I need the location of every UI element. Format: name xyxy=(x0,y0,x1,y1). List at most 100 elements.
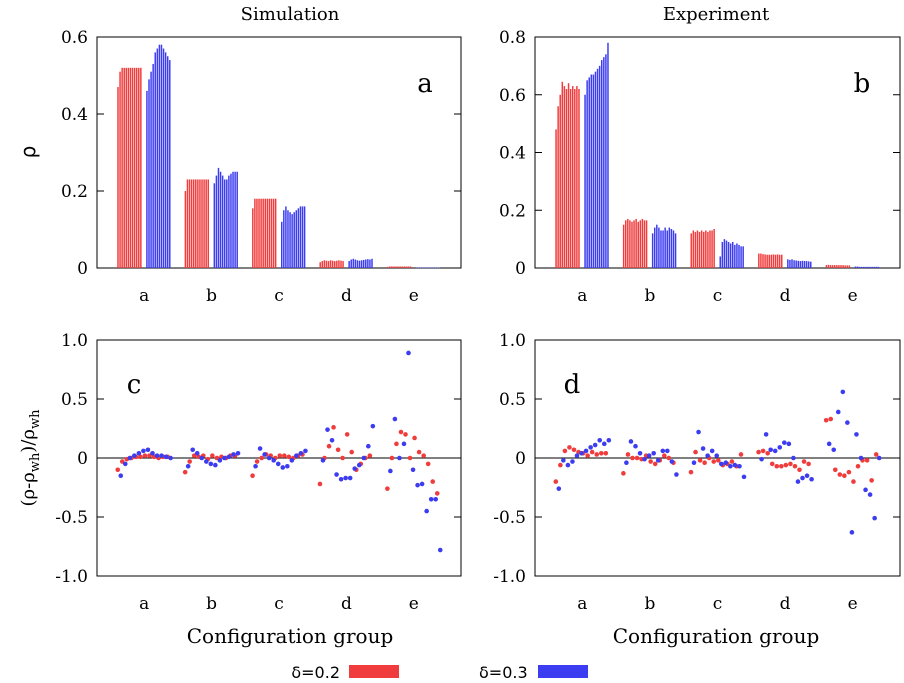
point xyxy=(282,453,287,458)
bar xyxy=(369,259,371,268)
x-tick-label: e xyxy=(409,594,419,614)
point xyxy=(185,463,191,469)
point xyxy=(624,460,629,466)
bar xyxy=(557,106,559,268)
point xyxy=(723,460,729,466)
point xyxy=(407,455,413,461)
legend-swatch-delta03 xyxy=(538,665,588,678)
point xyxy=(344,432,350,437)
point xyxy=(642,456,647,462)
bottom-ylabel-sub2: wh xyxy=(28,409,43,429)
point xyxy=(846,469,852,475)
bar xyxy=(166,56,169,268)
point xyxy=(592,442,598,448)
point xyxy=(385,486,390,491)
xlabel-right: Configuration group xyxy=(613,624,820,648)
bar xyxy=(842,265,844,268)
chart-title-experiment: Experiment xyxy=(663,4,770,25)
point xyxy=(837,472,843,477)
point xyxy=(691,460,697,466)
bar xyxy=(362,259,365,268)
point xyxy=(715,458,721,463)
point xyxy=(774,463,780,469)
point xyxy=(869,478,874,483)
bar xyxy=(325,260,328,268)
y-tick-label: -0.5 xyxy=(493,508,526,528)
point xyxy=(709,448,715,454)
bar xyxy=(268,198,271,268)
bar xyxy=(405,266,408,268)
bar xyxy=(607,42,609,269)
point xyxy=(565,462,571,468)
y-tick-label: 0.5 xyxy=(61,390,88,410)
bar xyxy=(264,198,267,268)
point xyxy=(434,491,440,496)
x-tick-label: d xyxy=(341,594,352,614)
bar xyxy=(772,254,775,268)
point xyxy=(652,461,658,467)
bar xyxy=(207,179,209,268)
bar xyxy=(125,67,128,268)
bar xyxy=(146,90,148,269)
bar xyxy=(721,242,724,268)
point xyxy=(430,479,436,484)
bar xyxy=(195,179,197,268)
point xyxy=(828,416,834,422)
y-tick-label: -1.0 xyxy=(55,567,88,587)
bar xyxy=(417,267,420,269)
bar xyxy=(653,227,656,268)
bar xyxy=(299,206,302,268)
point xyxy=(392,416,398,422)
legend-label-delta02: δ=0.2 xyxy=(291,663,340,682)
point xyxy=(558,462,563,468)
bottom-ylabel-mid: )/ρ xyxy=(18,429,39,453)
bar xyxy=(801,260,804,268)
bar xyxy=(586,80,588,268)
y-tick-label: 0 xyxy=(77,259,88,279)
bar xyxy=(742,246,744,268)
point xyxy=(769,461,775,467)
bar xyxy=(605,54,607,269)
point xyxy=(571,447,577,453)
bar xyxy=(637,221,639,268)
y-tick-label: 0.2 xyxy=(61,182,88,202)
bar xyxy=(403,266,405,268)
bar xyxy=(696,230,699,268)
bar xyxy=(624,220,627,268)
bar xyxy=(156,48,159,268)
point xyxy=(347,475,353,481)
point xyxy=(366,443,371,449)
bar xyxy=(358,260,361,268)
point xyxy=(356,462,362,468)
bar xyxy=(629,220,631,268)
bar xyxy=(559,94,561,268)
bar xyxy=(334,261,336,268)
bar xyxy=(348,261,350,268)
point xyxy=(294,453,299,458)
bar xyxy=(254,198,256,268)
y-tick-label: 1.0 xyxy=(61,331,88,351)
x-tick-label: a xyxy=(139,286,149,306)
x-tick-label: d xyxy=(780,594,791,614)
bar xyxy=(395,266,397,268)
bar xyxy=(397,266,399,268)
bar xyxy=(827,264,830,268)
bar xyxy=(877,266,880,268)
point xyxy=(329,438,335,443)
bar xyxy=(260,198,262,268)
point xyxy=(142,453,148,458)
bar xyxy=(203,179,205,268)
bar xyxy=(270,198,273,268)
point xyxy=(732,462,738,468)
bar xyxy=(365,259,367,268)
panel-c: -1.0 -0.5 0 0.5 1.0 a b c d e c xyxy=(55,331,462,614)
y-tick-label: 0.6 xyxy=(61,28,88,48)
point xyxy=(845,420,850,425)
bar xyxy=(415,267,418,269)
bar xyxy=(148,79,150,268)
panel-d: -1.0 -0.5 0 0.5 1.0 a b c d e d xyxy=(493,331,901,614)
point xyxy=(303,448,308,454)
point xyxy=(702,460,707,466)
point xyxy=(660,448,666,454)
